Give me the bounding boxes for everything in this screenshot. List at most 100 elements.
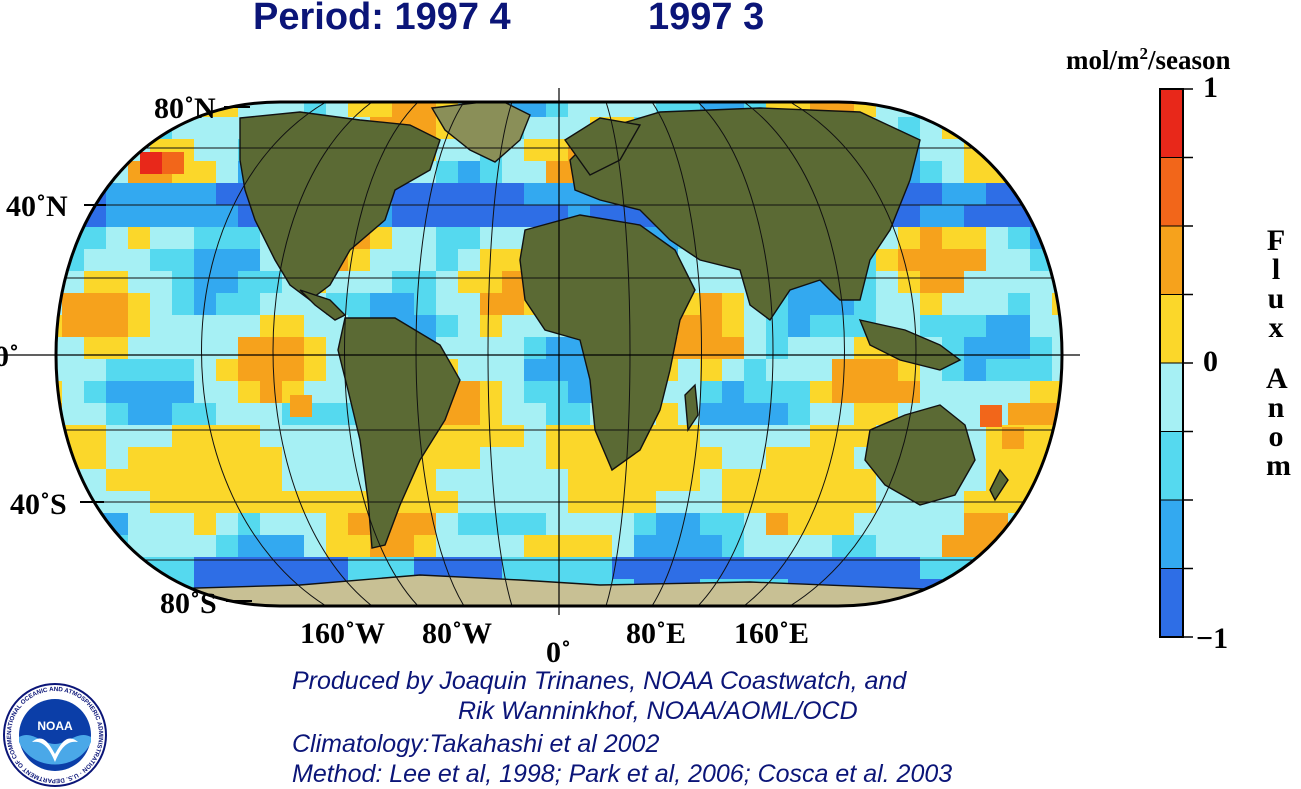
anomaly-cell <box>1030 315 1052 337</box>
anomaly-cell <box>326 535 348 557</box>
anomaly-cell <box>788 447 810 469</box>
anomaly-cell <box>1008 249 1030 271</box>
anomaly-cell <box>62 337 84 359</box>
anomaly-cell <box>238 513 260 535</box>
credit-line-1: Produced by Joaquin Trinanes, NOAA Coast… <box>292 667 907 695</box>
anomaly-cell <box>62 139 84 161</box>
anomaly-cell <box>84 535 106 557</box>
anomaly-cell <box>458 535 480 557</box>
anomaly-cell <box>304 557 326 579</box>
anomaly-cell <box>480 535 502 557</box>
anomaly-cell <box>568 557 590 579</box>
anomaly-cell <box>700 557 722 579</box>
anomaly-cell <box>106 557 128 579</box>
anomaly-cell <box>986 102 1008 117</box>
anomaly-cell <box>1052 557 1062 579</box>
credit-line-4: Method: Lee et al, 1998; Park et al, 200… <box>292 760 953 788</box>
anomaly-cell <box>524 161 546 183</box>
anomaly-cell <box>348 535 370 557</box>
anomaly-cell <box>172 469 194 491</box>
anomaly-cell <box>700 381 722 403</box>
anomaly-cell <box>140 152 162 174</box>
anomaly-cell <box>524 469 546 491</box>
anomaly-cell <box>238 403 260 425</box>
anomaly-cell <box>84 579 106 601</box>
anomaly-cell <box>700 293 722 315</box>
anomaly-cell <box>172 425 194 447</box>
anomaly-cell <box>172 447 194 469</box>
anomaly-cell <box>766 381 788 403</box>
anomaly-cell <box>414 271 436 293</box>
anomaly-cell <box>524 447 546 469</box>
colorbar-tick-mid: 0 <box>1203 345 1218 378</box>
anomaly-cell <box>524 102 546 117</box>
anomaly-cell <box>260 337 282 359</box>
anomaly-cell <box>722 337 744 359</box>
anomaly-cell <box>920 102 942 117</box>
anomaly-cell <box>62 381 84 403</box>
anomaly-cell <box>216 161 238 183</box>
anomaly-cell <box>458 447 480 469</box>
anomaly-cell <box>326 381 348 403</box>
anomaly-cell <box>480 293 502 315</box>
anomaly-cell <box>502 535 524 557</box>
anomaly-cell <box>172 249 194 271</box>
anomaly-cell <box>986 315 1008 337</box>
anomaly-cell <box>304 469 326 491</box>
anomaly-cell <box>502 403 524 425</box>
anomaly-cell <box>56 337 62 359</box>
anomaly-cell <box>634 513 656 535</box>
anomaly-cell <box>172 227 194 249</box>
anomaly-cell <box>238 337 260 359</box>
anomaly-cell <box>964 249 986 271</box>
anomaly-cell <box>84 293 106 315</box>
anomaly-cell <box>1052 139 1062 161</box>
anomaly-cell <box>436 535 458 557</box>
anomaly-cell <box>1030 557 1052 579</box>
anomaly-cell <box>678 447 700 469</box>
anomaly-cell <box>436 469 458 491</box>
anomaly-cell <box>1008 205 1030 227</box>
anomaly-cell <box>150 293 172 315</box>
anomaly-cell <box>766 315 788 337</box>
anomaly-cell <box>348 513 370 535</box>
anomaly-cell <box>854 469 876 491</box>
anomaly-cell <box>634 102 656 117</box>
anomaly-cell <box>106 271 128 293</box>
anomaly-cell <box>1074 205 1096 227</box>
anomaly-cell <box>216 117 238 139</box>
anomaly-cell <box>898 513 920 535</box>
anomaly-cell <box>722 359 744 381</box>
anomaly-cell <box>832 337 854 359</box>
anomaly-cell <box>854 403 876 425</box>
anomaly-cell <box>238 293 260 315</box>
anomaly-cell <box>62 601 84 606</box>
anomaly-cell <box>150 403 172 425</box>
anomaly-cell <box>348 271 370 293</box>
anomaly-cell <box>282 337 304 359</box>
anomaly-cell <box>964 315 986 337</box>
anomaly-cell <box>172 513 194 535</box>
anomaly-cell <box>744 513 766 535</box>
lat-label-40s: 40˚S <box>10 488 67 521</box>
colorbar-segment <box>1159 431 1184 501</box>
anomaly-cell <box>194 557 216 579</box>
anomaly-cell <box>194 315 216 337</box>
anomaly-cell <box>238 469 260 491</box>
anomaly-cell <box>810 513 832 535</box>
anomaly-cell <box>546 381 568 403</box>
anomaly-cell <box>480 161 502 183</box>
anomaly-cell <box>986 601 1008 606</box>
anomaly-cell <box>62 557 84 579</box>
anomaly-cell <box>502 337 524 359</box>
anomaly-cell <box>744 469 766 491</box>
anomaly-cell <box>1008 139 1030 161</box>
anomaly-cell <box>832 403 854 425</box>
anomaly-cell <box>84 271 106 293</box>
anomaly-cell <box>964 227 986 249</box>
anomaly-cell <box>964 601 986 606</box>
anomaly-cell <box>1074 161 1096 183</box>
anomaly-cell <box>238 425 260 447</box>
anomaly-cell <box>810 535 832 557</box>
anomaly-cell <box>766 403 788 425</box>
